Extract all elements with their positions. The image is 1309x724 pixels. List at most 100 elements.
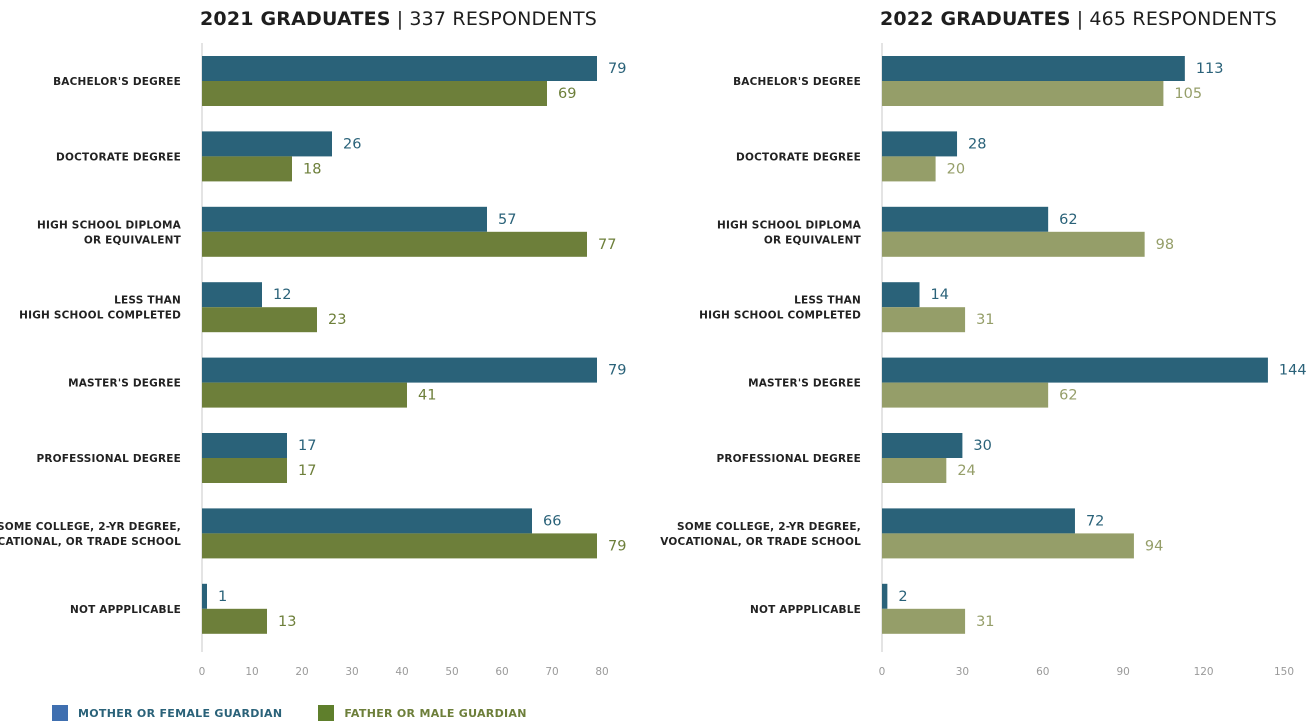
data-label-mother: 113 xyxy=(1196,61,1224,77)
category-label: LESS THAN xyxy=(114,295,181,307)
bar-mother xyxy=(882,56,1185,81)
category-label: VOCATIONAL, OR TRADE SCHOOL xyxy=(0,536,181,548)
data-label-mother: 72 xyxy=(1086,513,1104,529)
data-label-father: 98 xyxy=(1156,237,1174,253)
data-label-mother: 12 xyxy=(273,287,291,303)
category-label: NOT APPPLICABLE xyxy=(750,604,861,616)
data-label-mother: 57 xyxy=(498,212,516,228)
bar-father xyxy=(202,608,267,634)
x-tick-label: 20 xyxy=(295,666,308,678)
data-label-father: 13 xyxy=(278,614,296,630)
data-label-mother: 2 xyxy=(898,589,907,605)
category-label: VOCATIONAL, OR TRADE SCHOOL xyxy=(660,536,861,548)
data-label-father: 23 xyxy=(328,312,346,328)
data-label-mother: 28 xyxy=(968,136,986,152)
category-label: MASTER'S DEGREE xyxy=(748,378,861,390)
data-label-mother: 14 xyxy=(931,287,949,303)
data-label-father: 20 xyxy=(947,161,965,177)
x-tick-label: 30 xyxy=(345,666,358,678)
data-label-father: 18 xyxy=(303,161,321,177)
bar-mother xyxy=(202,282,262,308)
x-tick-label: 40 xyxy=(395,666,408,678)
category-label: PROFESSIONAL DEGREE xyxy=(716,453,861,465)
category-label: BACHELOR'S DEGREE xyxy=(53,76,181,88)
category-label: MASTER'S DEGREE xyxy=(68,378,181,390)
data-label-mother: 79 xyxy=(608,363,626,379)
category-label: BACHELOR'S DEGREE xyxy=(733,76,861,88)
category-label: HIGH SCHOOL COMPLETED xyxy=(699,310,861,322)
category-label: OR EQUIVALENT xyxy=(84,234,182,246)
data-label-father: 31 xyxy=(976,614,994,630)
data-label-mother: 26 xyxy=(343,136,361,152)
chart-title-2021-separator: | xyxy=(396,8,404,30)
bar-father xyxy=(202,156,292,182)
chart-title-2022: 2022 GRADUATES | 465 RESPONDENTS xyxy=(880,8,1277,30)
category-label: HIGH SCHOOL DIPLOMA xyxy=(717,219,862,231)
data-label-mother: 144 xyxy=(1279,363,1307,379)
x-tick-label: 90 xyxy=(1117,666,1130,678)
bar-mother xyxy=(202,433,287,458)
data-label-mother: 17 xyxy=(298,438,316,454)
x-tick-label: 10 xyxy=(245,666,258,678)
chart-title-2021: 2021 GRADUATES | 337 RESPONDENTS xyxy=(200,8,597,30)
category-label: HIGH SCHOOL COMPLETED xyxy=(19,310,181,322)
chart-title-2021-year: 2021 GRADUATES xyxy=(200,8,391,30)
x-tick-label: 150 xyxy=(1274,666,1294,678)
x-tick-label: 60 xyxy=(1036,666,1049,678)
bar-mother xyxy=(882,357,1268,383)
data-label-father: 69 xyxy=(558,86,576,102)
category-label: NOT APPPLICABLE xyxy=(70,604,181,616)
data-label-father: 94 xyxy=(1145,538,1163,554)
bar-father xyxy=(202,81,547,106)
data-label-father: 79 xyxy=(608,538,626,554)
data-label-father: 62 xyxy=(1059,388,1077,404)
category-label: OR EQUIVALENT xyxy=(764,234,862,246)
data-label-mother: 1 xyxy=(218,589,227,605)
legend: MOTHER OR FEMALE GUARDIAN FATHER OR MALE… xyxy=(52,704,527,722)
category-label: PROFESSIONAL DEGREE xyxy=(36,453,181,465)
category-label: SOME COLLEGE, 2-YR DEGREE, xyxy=(677,521,861,533)
bar-mother xyxy=(202,583,207,609)
bar-father xyxy=(202,307,317,333)
data-label-mother: 62 xyxy=(1059,212,1077,228)
chart-title-2022-respondents: 465 RESPONDENTS xyxy=(1089,8,1278,30)
data-label-father: 31 xyxy=(976,312,994,328)
x-tick-label: 50 xyxy=(445,666,458,678)
chart-title-2022-separator: | xyxy=(1076,8,1084,30)
chart-title-2021-respondents: 337 RESPONDENTS xyxy=(409,8,598,30)
data-label-mother: 66 xyxy=(543,513,561,529)
bar-father xyxy=(882,458,947,483)
legend-swatch-mother xyxy=(52,705,68,721)
bar-father xyxy=(882,81,1164,106)
x-tick-label: 70 xyxy=(545,666,558,678)
x-tick-label: 0 xyxy=(199,666,206,678)
bar-mother xyxy=(882,583,888,609)
x-tick-label: 120 xyxy=(1194,666,1214,678)
bar-mother xyxy=(882,131,958,157)
chart-title-2022-year: 2022 GRADUATES xyxy=(880,8,1071,30)
bar-father xyxy=(202,231,587,257)
data-label-father: 105 xyxy=(1174,86,1202,102)
data-label-father: 77 xyxy=(598,237,616,253)
category-label: HIGH SCHOOL DIPLOMA xyxy=(37,219,182,231)
bar-mother xyxy=(202,56,597,81)
category-label: SOME COLLEGE, 2-YR DEGREE, xyxy=(0,521,181,533)
bar-mother xyxy=(882,206,1049,232)
category-label: DOCTORATE DEGREE xyxy=(56,151,181,163)
bar-mother xyxy=(202,508,532,534)
bar-father xyxy=(882,156,936,182)
bar-mother xyxy=(882,433,963,458)
category-label: LESS THAN xyxy=(794,295,861,307)
x-tick-label: 0 xyxy=(879,666,886,678)
bar-father xyxy=(202,458,287,483)
legend-swatch-father xyxy=(318,705,335,721)
bar-father xyxy=(202,533,597,559)
bar-mother xyxy=(882,508,1075,534)
x-tick-label: 30 xyxy=(956,666,969,678)
bar-father xyxy=(882,231,1145,257)
category-label: DOCTORATE DEGREE xyxy=(736,151,861,163)
data-label-mother: 79 xyxy=(608,61,626,77)
bar-mother xyxy=(882,282,920,308)
bar-father xyxy=(882,382,1049,408)
bar-charts: BACHELOR'S DEGREE 79 69 DOCTORATE DEGREE 26 1… xyxy=(0,43,1307,678)
